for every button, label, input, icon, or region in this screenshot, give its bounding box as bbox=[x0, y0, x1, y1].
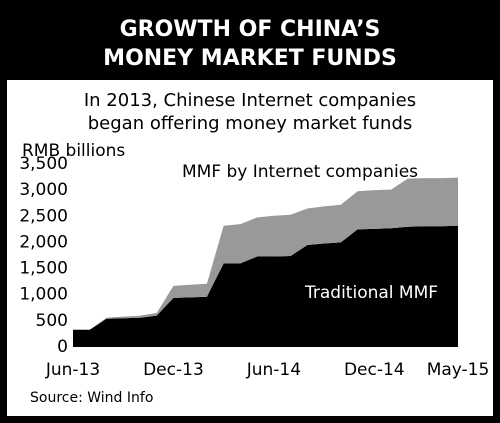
x-tick-label: Dec-14 bbox=[344, 360, 405, 380]
x-tick-label: Jun-14 bbox=[246, 360, 301, 380]
y-tick-label: 2,500 bbox=[19, 206, 68, 226]
subtitle: began offering money market funds bbox=[88, 113, 413, 134]
y-tick-label: 1,000 bbox=[19, 285, 68, 305]
area bbox=[73, 177, 458, 330]
y-tick-label: 500 bbox=[36, 311, 68, 331]
source: Source: Wind Info bbox=[30, 390, 153, 406]
series-label: Traditional MMF bbox=[304, 283, 438, 303]
y-tick-label: 3,000 bbox=[19, 180, 68, 200]
y-tick-label: 3,500 bbox=[19, 154, 68, 174]
y-axis-label: RMB billions bbox=[22, 141, 125, 161]
chart-title: MONEY MARKET FUNDS bbox=[103, 46, 397, 71]
x-tick-label: Dec-13 bbox=[143, 360, 204, 380]
subtitle: In 2013, Chinese Internet companies bbox=[84, 90, 416, 111]
series-label: MMF by Internet companies bbox=[182, 162, 418, 182]
x-tick-label: May-15 bbox=[427, 360, 490, 380]
chart-title: GROWTH OF CHINA’S bbox=[120, 17, 381, 42]
y-tick-label: 1,500 bbox=[19, 259, 68, 279]
area bbox=[73, 225, 458, 347]
y-tick-label: 0 bbox=[57, 337, 68, 357]
x-tick-label: Jun-13 bbox=[45, 360, 100, 380]
y-tick-label: 2,000 bbox=[19, 232, 68, 252]
